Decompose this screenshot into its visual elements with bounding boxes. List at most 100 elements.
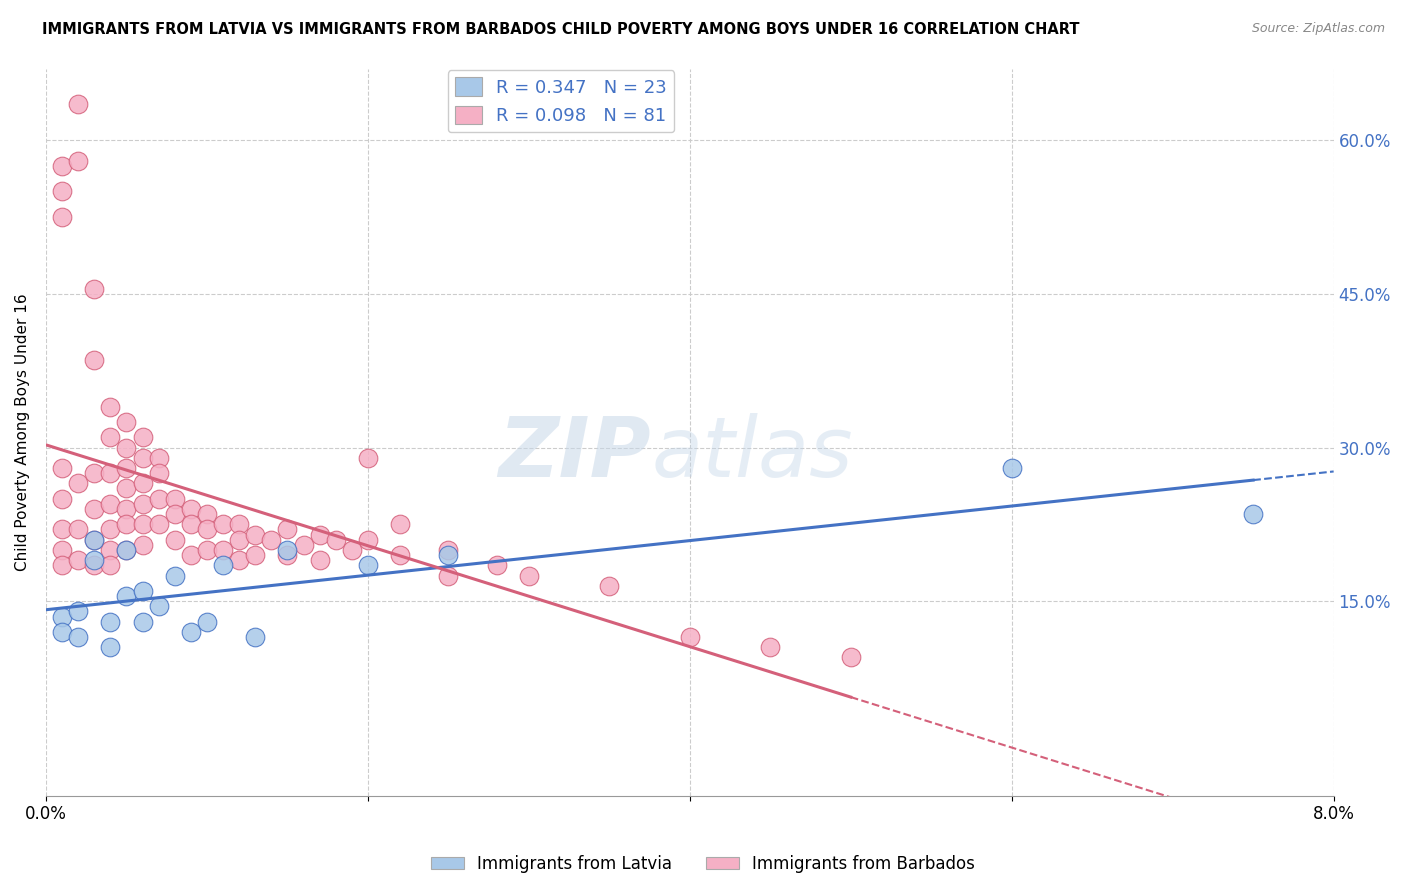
Point xyxy=(131,517,153,532)
Point xyxy=(148,599,170,614)
Point xyxy=(389,517,412,532)
Point xyxy=(228,553,250,567)
Point xyxy=(98,543,121,558)
Point xyxy=(437,548,460,562)
Point xyxy=(98,640,121,655)
Point xyxy=(437,568,460,582)
Point xyxy=(212,558,235,573)
Point xyxy=(195,543,218,558)
Point xyxy=(115,589,138,603)
Point xyxy=(163,507,186,521)
Text: atlas: atlas xyxy=(651,414,853,494)
Point xyxy=(340,543,363,558)
Point xyxy=(598,579,620,593)
Point xyxy=(357,558,380,573)
Point xyxy=(83,558,105,573)
Point xyxy=(759,640,782,655)
Point xyxy=(308,553,330,567)
Text: IMMIGRANTS FROM LATVIA VS IMMIGRANTS FROM BARBADOS CHILD POVERTY AMONG BOYS UNDE: IMMIGRANTS FROM LATVIA VS IMMIGRANTS FRO… xyxy=(42,22,1080,37)
Point xyxy=(148,491,170,506)
Point xyxy=(115,517,138,532)
Point xyxy=(212,543,235,558)
Legend: Immigrants from Latvia, Immigrants from Barbados: Immigrants from Latvia, Immigrants from … xyxy=(425,848,981,880)
Y-axis label: Child Poverty Among Boys Under 16: Child Poverty Among Boys Under 16 xyxy=(15,293,30,571)
Point xyxy=(67,553,90,567)
Point xyxy=(276,523,298,537)
Point xyxy=(83,466,105,480)
Point xyxy=(67,153,90,168)
Point xyxy=(1241,507,1264,521)
Point xyxy=(195,507,218,521)
Point xyxy=(245,630,267,644)
Point xyxy=(131,450,153,465)
Point xyxy=(180,517,202,532)
Point xyxy=(485,558,508,573)
Point xyxy=(245,527,267,541)
Point xyxy=(51,210,73,224)
Point xyxy=(357,450,380,465)
Point xyxy=(51,624,73,639)
Point xyxy=(163,533,186,547)
Point xyxy=(98,523,121,537)
Point xyxy=(115,543,138,558)
Point xyxy=(98,466,121,480)
Point xyxy=(245,548,267,562)
Point xyxy=(517,568,540,582)
Point xyxy=(389,548,412,562)
Point xyxy=(679,630,702,644)
Point xyxy=(98,615,121,629)
Point xyxy=(115,502,138,516)
Point xyxy=(98,497,121,511)
Point xyxy=(67,630,90,644)
Text: Source: ZipAtlas.com: Source: ZipAtlas.com xyxy=(1251,22,1385,36)
Point xyxy=(67,604,90,618)
Point xyxy=(148,466,170,480)
Point xyxy=(180,624,202,639)
Point xyxy=(83,353,105,368)
Point xyxy=(51,558,73,573)
Point xyxy=(67,523,90,537)
Point xyxy=(260,533,283,547)
Point xyxy=(292,538,315,552)
Point xyxy=(115,461,138,475)
Point xyxy=(212,517,235,532)
Point xyxy=(180,502,202,516)
Point xyxy=(131,538,153,552)
Point xyxy=(115,415,138,429)
Point xyxy=(83,533,105,547)
Point xyxy=(51,185,73,199)
Point xyxy=(1001,461,1024,475)
Point xyxy=(83,553,105,567)
Point xyxy=(228,517,250,532)
Point xyxy=(308,527,330,541)
Point xyxy=(51,523,73,537)
Point xyxy=(51,543,73,558)
Point xyxy=(131,583,153,598)
Point xyxy=(67,97,90,112)
Point xyxy=(131,476,153,491)
Point xyxy=(83,282,105,296)
Text: ZIP: ZIP xyxy=(499,414,651,494)
Point xyxy=(839,650,862,665)
Point xyxy=(195,615,218,629)
Legend: R = 0.347   N = 23, R = 0.098   N = 81: R = 0.347 N = 23, R = 0.098 N = 81 xyxy=(447,70,675,132)
Point xyxy=(51,461,73,475)
Point xyxy=(163,568,186,582)
Point xyxy=(131,615,153,629)
Point xyxy=(98,558,121,573)
Point xyxy=(98,400,121,414)
Point xyxy=(98,430,121,444)
Point xyxy=(357,533,380,547)
Point xyxy=(131,430,153,444)
Point xyxy=(51,491,73,506)
Point xyxy=(115,482,138,496)
Point xyxy=(325,533,347,547)
Point xyxy=(51,609,73,624)
Point xyxy=(276,548,298,562)
Point xyxy=(195,523,218,537)
Point xyxy=(148,517,170,532)
Point xyxy=(148,450,170,465)
Point xyxy=(131,497,153,511)
Point xyxy=(437,543,460,558)
Point xyxy=(163,491,186,506)
